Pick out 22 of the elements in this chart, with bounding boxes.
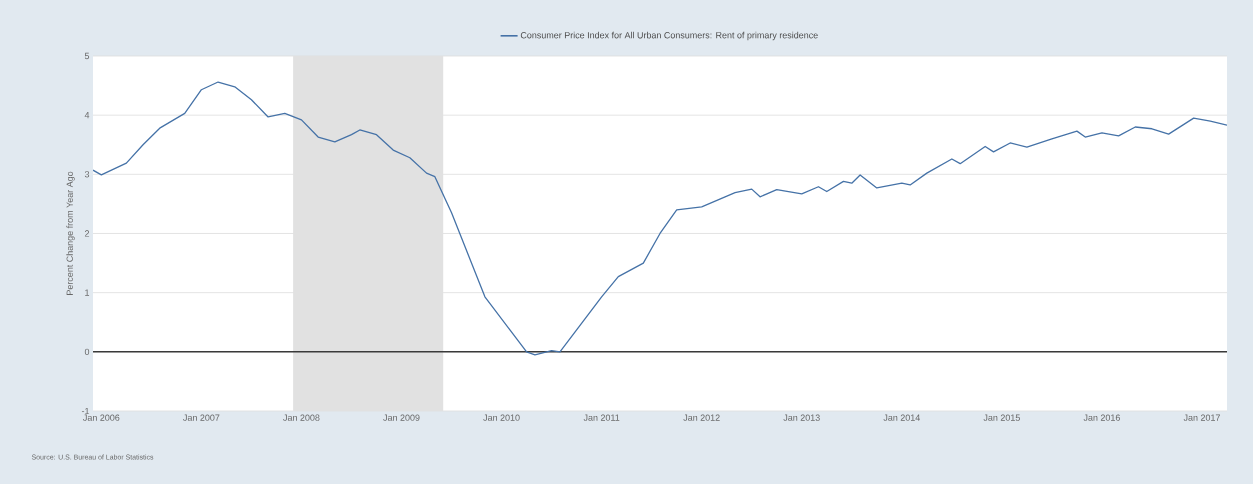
y-tick-label: 5 bbox=[84, 52, 90, 60]
x-tick-label: Jan 2015 bbox=[983, 414, 1020, 421]
x-tick-label: Jan 2016 bbox=[1083, 414, 1120, 421]
y-axis-title: Percent Change from Year Ago bbox=[66, 171, 75, 295]
x-tick-label: Jan 2013 bbox=[783, 414, 820, 421]
y-tick-label: -1 bbox=[81, 407, 90, 415]
y-tick-label: 0 bbox=[84, 348, 90, 355]
x-tick-label: Jan 2014 bbox=[883, 414, 920, 421]
x-tick-label: Jan 2017 bbox=[1183, 414, 1220, 421]
x-tick-label: Jan 2008 bbox=[283, 414, 320, 421]
x-tick-label: Jan 2007 bbox=[183, 414, 220, 421]
y-tick-label: 2 bbox=[84, 230, 90, 237]
x-tick-label: Jan 2012 bbox=[683, 414, 720, 421]
y-tick-label: 4 bbox=[84, 112, 90, 119]
line-series bbox=[93, 81, 1227, 356]
y-tick-label: 3 bbox=[84, 171, 90, 178]
x-tick-label: Jan 2006 bbox=[83, 414, 120, 421]
x-tick-label: Jan 2009 bbox=[383, 414, 420, 421]
y-tick-label: 1 bbox=[85, 289, 90, 296]
x-tick-label: Jan 2011 bbox=[583, 414, 620, 421]
legend-label: Consumer Price Index for All Urban Consumers: Rent of primary residence bbox=[520, 31, 818, 41]
x-tick-label: Jan 2010 bbox=[483, 414, 520, 421]
